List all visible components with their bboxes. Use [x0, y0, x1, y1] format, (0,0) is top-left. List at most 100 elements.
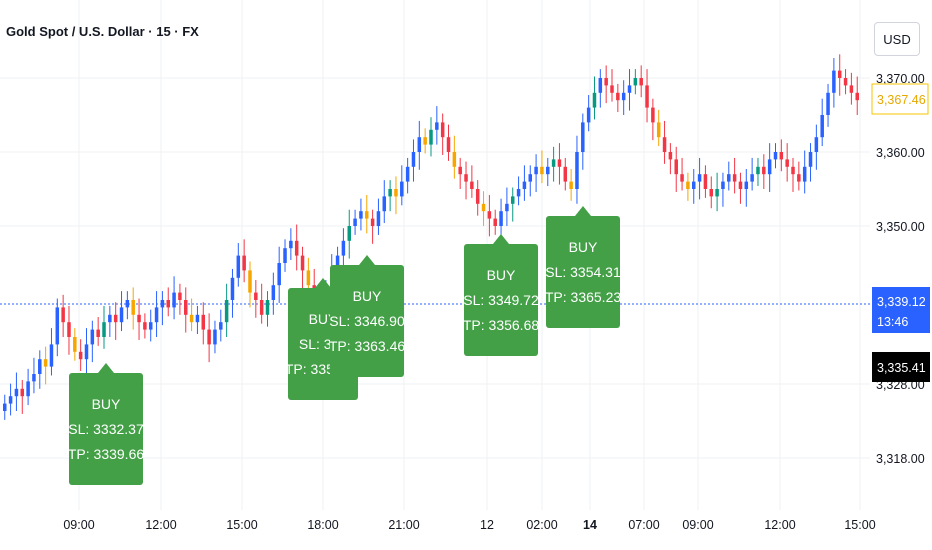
candle-body [598, 78, 603, 93]
candle-body [14, 388, 19, 397]
symbol-title: Gold Spot / U.S. Dollar · 15 · FX [6, 24, 199, 39]
last-price-tag [871, 83, 929, 115]
time-tick-label: 15:00 [226, 518, 257, 532]
signal-box [464, 244, 538, 356]
candle-body [446, 137, 451, 152]
candle-body [855, 92, 859, 101]
candle-body [528, 174, 533, 182]
candle-body [516, 189, 521, 197]
time-tick-label: 02:00 [526, 518, 557, 532]
candle-body [201, 314, 206, 330]
candle-body [172, 292, 176, 308]
price-tick-label: 3,360.00 [876, 146, 925, 160]
candle-body [820, 115, 824, 138]
prev-price-tag [872, 352, 930, 382]
candle-body [236, 255, 241, 278]
candle-body [802, 166, 807, 182]
candle-body [73, 337, 77, 352]
candle-body [773, 152, 778, 160]
candle-body [405, 166, 410, 182]
signal-text: SL: 3332.37 [68, 421, 144, 437]
countdown-label: 13:46 [877, 315, 908, 329]
candle-body [791, 166, 795, 175]
candle-body [195, 314, 200, 323]
signal-box [546, 216, 620, 328]
candle-body [219, 322, 223, 330]
candle-body [843, 78, 848, 86]
currency-button[interactable]: USD [874, 22, 920, 56]
candle-body [259, 300, 264, 315]
candle-body [388, 189, 392, 197]
candle-body [826, 92, 830, 115]
candle-body [43, 359, 48, 367]
candle-body [762, 166, 766, 175]
candle-body [668, 152, 673, 160]
candle-body [522, 181, 527, 189]
candle-body [370, 218, 375, 226]
candle-body [382, 196, 387, 212]
candle-body [213, 329, 217, 345]
signal-text: TP: 3339.66 [68, 446, 144, 462]
candle-body [452, 152, 457, 167]
candle-body [224, 300, 229, 323]
candle-body [365, 211, 369, 219]
candle-body [359, 211, 363, 219]
candle-body [750, 174, 754, 182]
candle-body [148, 322, 153, 330]
current-price-label: 3,339.12 [877, 295, 926, 309]
candle-body [633, 78, 638, 86]
candle-body [534, 166, 538, 175]
signal-pointer [575, 206, 591, 216]
candle-body [294, 240, 299, 256]
candle-body [61, 307, 65, 323]
buy-signal: BUY SL: 3346.90 TP: 3363.46 [329, 255, 405, 377]
candle-body [440, 122, 445, 138]
candle-body [540, 166, 544, 175]
candle-body [143, 322, 147, 330]
candle-body [160, 300, 165, 308]
candles-layer [3, 54, 859, 420]
candle-body [55, 307, 60, 345]
candle-body [125, 300, 130, 308]
candle-body [347, 226, 351, 241]
signal-text: SL: 3354.31 [545, 264, 621, 280]
candle-body [505, 203, 509, 212]
candle-body [744, 181, 749, 189]
candle-body [715, 189, 719, 197]
candle-body [400, 181, 404, 197]
signal-pointer [493, 234, 509, 244]
time-tick-label: 21:00 [388, 518, 419, 532]
candle-body [429, 129, 433, 145]
candle-body [686, 181, 690, 189]
time-tick-label: 12 [480, 518, 494, 532]
candle-body [475, 189, 480, 204]
candle-body [493, 218, 497, 226]
candle-body [546, 166, 550, 175]
candle-body [131, 300, 135, 315]
candle-body [785, 159, 789, 167]
candle-body [680, 174, 684, 182]
candle-body [604, 78, 608, 86]
candle-body [300, 255, 305, 271]
signal-text: BUY [569, 239, 598, 255]
candle-body [557, 159, 562, 167]
candle-body [265, 300, 270, 315]
signal-text: SL: 3346.90 [329, 313, 405, 329]
candle-body [616, 92, 620, 101]
candle-body [277, 263, 281, 286]
candle-body [592, 92, 597, 108]
signal-box [69, 373, 143, 485]
candle-body [166, 300, 170, 308]
price-tags-layer: 3,367.46 3,339.12 13:46 3,335.41 [871, 83, 930, 382]
candle-body [499, 211, 503, 226]
candle-body [721, 181, 725, 189]
candle-body [38, 359, 42, 374]
candle-body [674, 159, 678, 175]
time-tick-label: 18:00 [307, 518, 338, 532]
candle-body [709, 189, 714, 197]
signal-text: BUY [487, 267, 516, 283]
candle-body [814, 137, 819, 152]
signal-text: BUY [92, 396, 121, 412]
time-tick-label: 07:00 [628, 518, 659, 532]
